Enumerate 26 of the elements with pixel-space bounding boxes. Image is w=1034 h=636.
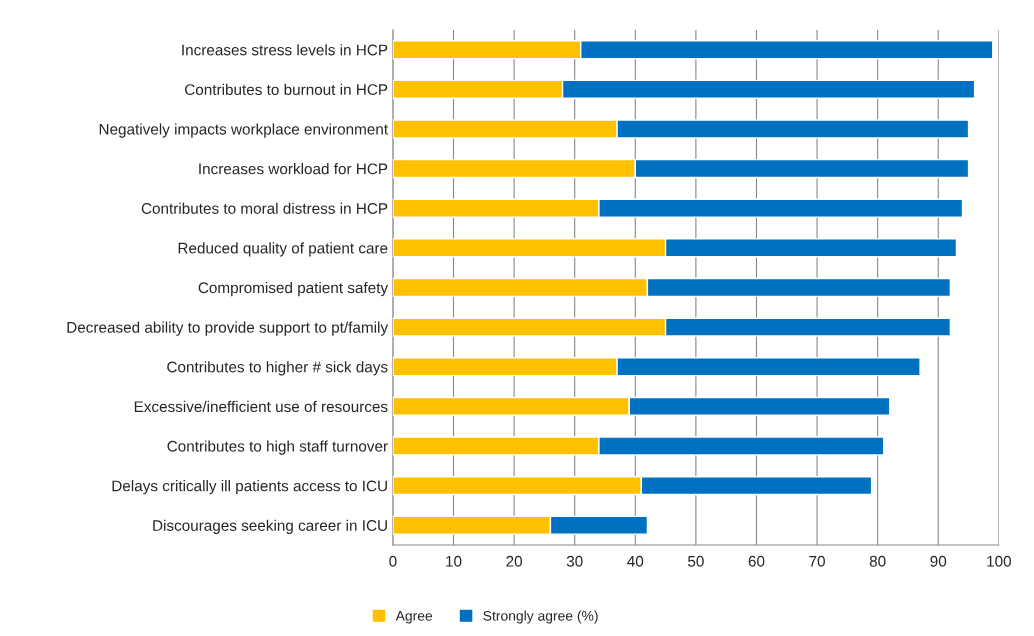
y-tick-label: Decreased ability to provide support to pt/family bbox=[67, 321, 389, 336]
x-tick-label: 10 bbox=[446, 555, 462, 567]
y-tick-label: Negatively impacts workplace environment bbox=[99, 123, 388, 138]
x-tick-label: 50 bbox=[688, 555, 704, 567]
x-tick-label: 20 bbox=[506, 555, 522, 567]
y-tick-label: Contributes to high staff turnover bbox=[167, 440, 388, 455]
x-tick-label: 70 bbox=[809, 555, 825, 567]
x-tick-label: 30 bbox=[566, 555, 583, 567]
x-tick-label: 0 bbox=[389, 555, 397, 567]
y-tick-label: Compromised patient safety bbox=[198, 281, 389, 297]
y-tick-label: Contributes to burnout in HCP bbox=[185, 83, 388, 96]
y-tick-label: Contributes to moral distress in HCP bbox=[141, 202, 388, 214]
x-tick-label: 40 bbox=[627, 555, 644, 567]
x-tick-label: 90 bbox=[930, 555, 947, 567]
y-tick-label: Delays critically ill patients access to ICU bbox=[112, 480, 387, 495]
x-tick-label: 100 bbox=[987, 555, 1011, 567]
y-tick-label: Increases stress levels in HCP bbox=[182, 44, 388, 56]
legend-label: Agree bbox=[395, 611, 433, 624]
y-tick-label: Reduced quality of patient care bbox=[178, 242, 388, 257]
y-tick-label: Increases workload for HCP bbox=[199, 163, 388, 175]
y-tick-label: Excessive/inefficient use of resources bbox=[134, 400, 388, 413]
legend-label: Strongly agree (%) bbox=[483, 610, 598, 624]
y-tick-label: Discourages seeking career in ICU bbox=[153, 519, 387, 534]
x-tick-label: 80 bbox=[869, 555, 886, 567]
x-tick-label: 60 bbox=[748, 555, 765, 567]
y-tick-label: Contributes to higher # sick days bbox=[167, 361, 388, 376]
